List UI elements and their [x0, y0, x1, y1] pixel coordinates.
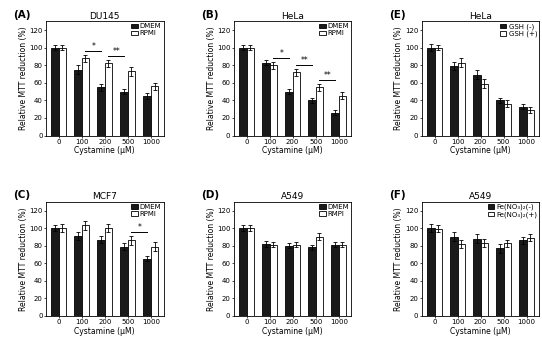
Bar: [473, 239, 481, 316]
Bar: [519, 240, 527, 316]
X-axis label: Cystamine (μM): Cystamine (μM): [74, 146, 135, 155]
Bar: [427, 48, 435, 136]
Bar: [308, 100, 315, 136]
Bar: [339, 245, 346, 316]
Bar: [285, 92, 293, 136]
Y-axis label: Relative MTT reduction (%): Relative MTT reduction (%): [19, 207, 28, 311]
Bar: [435, 48, 442, 136]
Bar: [105, 228, 112, 316]
Bar: [496, 100, 504, 136]
Bar: [339, 96, 346, 136]
Bar: [527, 238, 534, 316]
Bar: [457, 244, 465, 316]
Bar: [151, 247, 158, 316]
Bar: [82, 58, 89, 136]
Legend: GSH (-), GSH (+): GSH (-), GSH (+): [500, 23, 538, 38]
Text: (B): (B): [201, 10, 218, 20]
Bar: [504, 243, 511, 316]
Title: DU145: DU145: [89, 11, 120, 21]
Text: *: *: [279, 49, 283, 58]
Y-axis label: Relative MTT reduction (%): Relative MTT reduction (%): [207, 27, 216, 130]
Legend: DMEM, RPMI: DMEM, RPMI: [319, 23, 350, 37]
Bar: [51, 48, 59, 136]
Bar: [239, 228, 247, 316]
Legend: DMEM, RMPI: DMEM, RMPI: [319, 203, 350, 218]
Text: **: **: [300, 56, 308, 65]
Bar: [128, 71, 135, 136]
Bar: [262, 244, 270, 316]
Bar: [315, 87, 323, 136]
Text: (F): (F): [389, 190, 405, 200]
Bar: [247, 48, 254, 136]
Bar: [308, 247, 315, 316]
Bar: [98, 240, 105, 316]
Bar: [270, 245, 277, 316]
Bar: [457, 62, 465, 136]
Bar: [331, 113, 339, 136]
Title: HeLa: HeLa: [281, 11, 304, 21]
Y-axis label: Relative MTT reduction (%): Relative MTT reduction (%): [19, 27, 28, 130]
Bar: [247, 228, 254, 316]
Bar: [82, 225, 89, 316]
Bar: [293, 245, 300, 316]
Text: (D): (D): [201, 190, 219, 200]
Bar: [59, 48, 66, 136]
Bar: [315, 237, 323, 316]
Bar: [262, 62, 270, 136]
Bar: [427, 228, 435, 316]
Text: **: **: [112, 47, 120, 56]
Bar: [450, 66, 457, 136]
Bar: [74, 70, 82, 136]
X-axis label: Cystamine (μM): Cystamine (μM): [450, 146, 511, 155]
Bar: [481, 243, 488, 316]
Legend: Fe(NO₃)₂(-), Fe(NO₃)₂(+): Fe(NO₃)₂(-), Fe(NO₃)₂(+): [487, 203, 538, 219]
Legend: DMEM, RPMI: DMEM, RPMI: [131, 203, 162, 218]
Text: **: **: [324, 71, 331, 80]
Text: (E): (E): [389, 10, 405, 20]
Title: HeLa: HeLa: [469, 11, 492, 21]
Bar: [51, 228, 59, 316]
Bar: [144, 259, 151, 316]
Bar: [519, 106, 527, 136]
Bar: [151, 86, 158, 136]
Bar: [120, 92, 128, 136]
Bar: [59, 228, 66, 316]
Text: *: *: [137, 223, 141, 232]
Bar: [527, 110, 534, 136]
Bar: [98, 87, 105, 136]
Bar: [128, 240, 135, 316]
Bar: [504, 104, 511, 136]
Text: (A): (A): [13, 10, 31, 20]
Text: (C): (C): [13, 190, 30, 200]
Y-axis label: Relative MTT reduction (%): Relative MTT reduction (%): [395, 207, 403, 311]
Bar: [144, 96, 151, 136]
Title: MCF7: MCF7: [92, 192, 117, 201]
X-axis label: Cystamine (μM): Cystamine (μM): [450, 327, 511, 336]
Bar: [105, 64, 112, 136]
Bar: [331, 245, 339, 316]
Bar: [293, 72, 300, 136]
Title: A549: A549: [281, 192, 304, 201]
Bar: [435, 229, 442, 316]
Y-axis label: Relative MTT reduction (%): Relative MTT reduction (%): [395, 27, 403, 130]
Bar: [74, 236, 82, 316]
Bar: [450, 237, 457, 316]
Bar: [473, 75, 481, 136]
Y-axis label: Relative MTT reduction (%): Relative MTT reduction (%): [207, 207, 216, 311]
Bar: [239, 48, 247, 136]
Bar: [481, 84, 488, 136]
Bar: [120, 247, 128, 316]
X-axis label: Cystamine (μM): Cystamine (μM): [262, 327, 323, 336]
X-axis label: Cystamine (μM): Cystamine (μM): [74, 327, 135, 336]
Bar: [285, 246, 293, 316]
Text: *: *: [92, 42, 95, 51]
Title: A549: A549: [469, 192, 492, 201]
Bar: [496, 248, 504, 316]
X-axis label: Cystamine (μM): Cystamine (μM): [262, 146, 323, 155]
Bar: [270, 65, 277, 136]
Legend: DMEM, RPMI: DMEM, RPMI: [131, 23, 162, 37]
